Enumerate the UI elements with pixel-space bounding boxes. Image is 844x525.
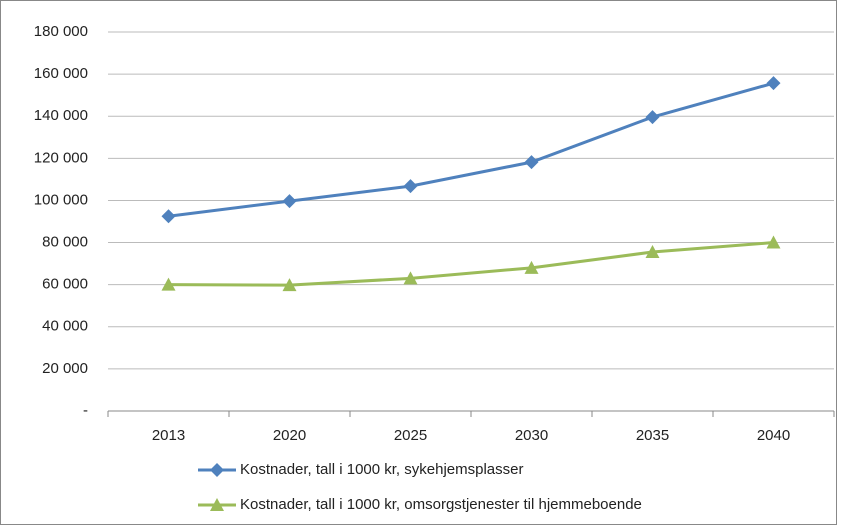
marker [645, 245, 660, 259]
y-tick-label: 100 000 [34, 191, 88, 208]
marker [645, 110, 660, 125]
y-tick-label: 140 000 [34, 107, 88, 124]
marker [282, 278, 297, 292]
marker [403, 271, 418, 285]
series-line [168, 81, 774, 218]
marker [524, 260, 539, 274]
y-tick-label: 60 000 [42, 276, 88, 293]
series-line [168, 241, 774, 287]
y-tick-label: 20 000 [42, 360, 88, 377]
y-tick-label: - [83, 402, 88, 419]
y-tick-label: 120 000 [34, 149, 88, 166]
marker [403, 179, 418, 194]
marker [766, 235, 781, 249]
legend-label: Kostnader, tall i 1000 kr, omsorgstjenes… [240, 496, 642, 513]
x-tick-label: 2040 [757, 427, 790, 444]
x-tick-label: 2030 [515, 427, 548, 444]
marker [766, 76, 781, 91]
y-tick-label: 40 000 [42, 318, 88, 335]
marker [161, 277, 176, 291]
legend-marker [210, 463, 224, 477]
x-tick-label: 2020 [273, 427, 306, 444]
x-tick-label: 2013 [152, 427, 185, 444]
marker [161, 209, 176, 224]
marker [524, 155, 539, 170]
y-tick-label: 160 000 [34, 65, 88, 82]
y-tick-label: 180 000 [34, 23, 88, 40]
legend-marker [210, 498, 224, 511]
marker [282, 194, 297, 209]
x-tick-label: 2035 [636, 427, 669, 444]
x-tick-label: 2025 [394, 427, 427, 444]
legend-label: Kostnader, tall i 1000 kr, sykehjemsplas… [240, 461, 523, 478]
y-tick-label: 80 000 [42, 234, 88, 251]
